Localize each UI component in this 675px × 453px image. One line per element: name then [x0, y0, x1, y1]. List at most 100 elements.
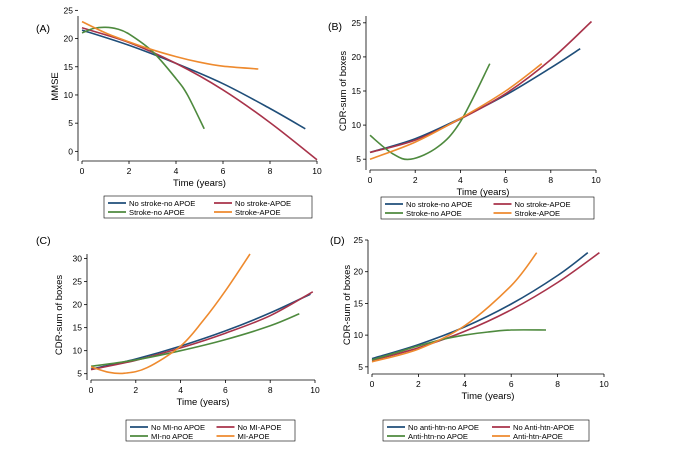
- y-tick-label: 20: [354, 267, 364, 277]
- x-tick-label: 6: [503, 175, 508, 185]
- y-tick-label: 5: [68, 118, 73, 128]
- legend-label: Stroke-APOE: [515, 209, 561, 218]
- series-line-2: [371, 252, 600, 362]
- x-tick-label: 10: [591, 175, 601, 185]
- x-tick-label: 6: [223, 385, 228, 395]
- y-tick-label: 20: [73, 300, 83, 310]
- legend-label: No stroke-no APOE: [406, 200, 472, 209]
- legend-label: No stroke-APOE: [235, 199, 291, 208]
- x-tick-label: 2: [416, 379, 421, 389]
- y-tick-label: 10: [73, 346, 83, 356]
- panel-4: (D) 0 2 4 6 8 10 5 10 15 20 25 Time (years) CDR-sum o…: [330, 235, 609, 442]
- x-tick-label: 2: [127, 166, 132, 176]
- legend: No stroke-no APOE No stroke-APOE Stroke-no…: [103, 195, 313, 219]
- series-line-4: [371, 252, 538, 363]
- x-tick-label: 2: [413, 175, 418, 185]
- series-line-3: [369, 63, 491, 161]
- x-axis-title: Time (years): [173, 178, 226, 189]
- legend-label: MI-no APOE: [151, 432, 193, 441]
- legend: No anti-htn-no APOE No Anti-htn-APOEAnti-…: [382, 419, 590, 442]
- panel-3: (C) 0 2 4 6 8 10 5 10 15 20 25 30 Time (years) CDR-sum…: [36, 235, 320, 442]
- x-tick-label: 0: [368, 175, 373, 185]
- y-axis-title: CDR-sum of boxes: [54, 275, 65, 355]
- y-axis-title: MMSE: [50, 72, 61, 101]
- x-tick-label: 8: [268, 166, 273, 176]
- y-tick-label: 30: [73, 254, 83, 264]
- legend-label: Stroke-APOE: [235, 208, 281, 217]
- y-tick-label: 10: [64, 90, 74, 100]
- legend-label: Stroke-no APOE: [406, 209, 462, 218]
- y-tick-label: 20: [352, 52, 362, 62]
- x-tick-label: 4: [174, 166, 179, 176]
- panel-label: (B): [328, 21, 342, 33]
- series-line-4: [90, 253, 251, 375]
- y-tick-label: 25: [73, 277, 83, 287]
- x-axis-title: Time (years): [177, 397, 230, 408]
- x-axis-title: Time (years): [457, 187, 510, 198]
- panel-label: (A): [36, 23, 50, 35]
- y-tick-label: 25: [354, 235, 364, 245]
- x-tick-label: 4: [462, 379, 467, 389]
- y-tick-label: 5: [77, 369, 82, 379]
- legend: No stroke-no APOE No stroke-APOE Stroke-no…: [380, 196, 595, 220]
- legend-label: No MI-APOE: [238, 423, 282, 432]
- legend-label: Anti-htn-no APOE: [408, 432, 468, 441]
- series-line-1: [369, 48, 581, 154]
- x-tick-label: 2: [133, 385, 138, 395]
- legend-label: No Anti-htn-APOE: [513, 423, 574, 432]
- y-axis-title: CDR-sum of boxes: [342, 265, 353, 345]
- x-tick-label: 10: [310, 385, 320, 395]
- legend-label: Stroke-no APOE: [129, 208, 185, 217]
- legend-box: [103, 195, 313, 219]
- x-tick-label: 10: [312, 166, 322, 176]
- legend: No MI-no APOE No MI-APOE MI-no APOE MI-APOE: [125, 419, 296, 442]
- panel-1: (A) 0 2 4 6 8 10 0 5 10 15 20 25 Time (years) MMSE No s…: [36, 5, 322, 219]
- x-tick-label: 0: [89, 385, 94, 395]
- series-line-4: [81, 20, 259, 70]
- x-tick-label: 4: [178, 385, 183, 395]
- x-tick-label: 0: [80, 166, 85, 176]
- x-tick-label: 8: [555, 379, 560, 389]
- series-line-1: [90, 293, 311, 370]
- y-tick-label: 25: [352, 18, 362, 28]
- panel-label: (C): [36, 235, 51, 247]
- series-line-2: [369, 20, 593, 154]
- legend-label: No stroke-APOE: [515, 200, 571, 209]
- legend-box: [125, 419, 296, 442]
- y-tick-label: 20: [64, 34, 74, 44]
- series-line-1: [81, 29, 306, 130]
- panel-2: (B) 0 2 4 6 8 10 5 10 15 20 25 Time (years) CDR-sum o…: [328, 16, 601, 220]
- x-axis-title: Time (years): [462, 391, 515, 402]
- x-tick-label: 4: [458, 175, 463, 185]
- y-tick-label: 5: [358, 362, 363, 372]
- y-tick-label: 15: [64, 62, 74, 72]
- series-line-2: [81, 27, 318, 161]
- y-tick-label: 15: [352, 86, 362, 96]
- legend-label: No stroke-no APOE: [129, 199, 195, 208]
- y-tick-label: 0: [68, 146, 73, 156]
- y-axis-title: CDR-sum of boxes: [338, 51, 349, 131]
- panel-label: (D): [330, 235, 345, 247]
- series-line-3: [371, 329, 547, 361]
- y-tick-label: 10: [352, 120, 362, 130]
- y-tick-label: 10: [354, 330, 364, 340]
- legend-label: MI-APOE: [238, 432, 270, 441]
- x-tick-label: 8: [268, 385, 273, 395]
- y-tick-label: 25: [64, 5, 74, 15]
- legend-label: No anti-htn-no APOE: [408, 423, 479, 432]
- x-tick-label: 0: [370, 379, 375, 389]
- y-tick-label: 15: [73, 323, 83, 333]
- legend-box: [380, 196, 595, 220]
- legend-box: [382, 419, 590, 442]
- x-tick-label: 6: [509, 379, 514, 389]
- series-line-1: [371, 252, 589, 360]
- x-tick-label: 8: [548, 175, 553, 185]
- x-tick-label: 6: [221, 166, 226, 176]
- y-tick-label: 15: [354, 298, 364, 308]
- series-line-3: [81, 26, 205, 130]
- legend-label: No MI-no APOE: [151, 423, 205, 432]
- legend-label: Anti-htn-APOE: [513, 432, 563, 441]
- series-line-3: [90, 313, 300, 368]
- x-tick-label: 10: [599, 379, 609, 389]
